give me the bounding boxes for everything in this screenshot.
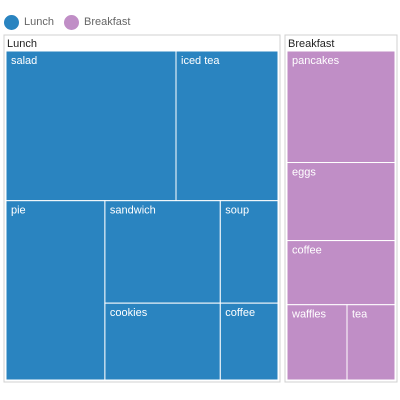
cell-rect — [219, 302, 279, 381]
cell-cookies[interactable]: cookies — [104, 302, 221, 381]
cell-salad[interactable]: salad — [5, 50, 177, 202]
cell-sandwich[interactable]: sandwich — [104, 200, 221, 304]
legend-item-lunch[interactable]: Lunch — [4, 14, 54, 30]
cell-rect — [346, 304, 396, 381]
cell-label: sandwich — [110, 205, 156, 217]
cell-rect — [219, 200, 279, 304]
legend-item-breakfast[interactable]: Breakfast — [63, 14, 131, 30]
cell-pancakes[interactable]: pancakes — [286, 50, 396, 164]
cell-rect — [104, 200, 221, 304]
cell-tea[interactable]: tea — [346, 304, 396, 381]
cell-label: soup — [225, 205, 249, 217]
cell-label: pancakes — [292, 55, 340, 67]
cell-iced-tea[interactable]: iced tea — [175, 50, 279, 202]
legend: Lunch Breakfast — [4, 12, 130, 32]
group-title: Breakfast — [288, 38, 334, 50]
cell-coffee[interactable]: coffee — [219, 302, 279, 381]
cell-rect — [175, 50, 279, 202]
cell-soup[interactable]: soup — [219, 200, 279, 304]
cell-rect — [5, 200, 106, 381]
cell-label: waffles — [291, 309, 327, 321]
cell-label: iced tea — [181, 55, 220, 67]
cell-label: pie — [11, 205, 26, 217]
cell-rect — [286, 50, 396, 164]
cell-label: cookies — [110, 307, 148, 319]
group-title: Lunch — [7, 38, 37, 50]
legend-label-lunch: Lunch — [24, 16, 54, 28]
cell-label: eggs — [292, 167, 316, 179]
cell-waffles[interactable]: waffles — [286, 304, 348, 381]
legend-dot-breakfast — [63, 14, 79, 30]
cell-rect — [104, 302, 221, 381]
legend-label-breakfast: Breakfast — [83, 16, 131, 28]
group-lunch: Lunch salad iced tea pie sandwich cookies soup… — [3, 34, 281, 383]
cell-label: tea — [352, 309, 368, 321]
cell-eggs[interactable]: eggs — [286, 162, 396, 242]
cell-rect — [286, 240, 396, 306]
cell-label: salad — [11, 55, 37, 67]
group-breakfast: Breakfast pancakes eggs coffee waffles tea — [284, 34, 398, 383]
cell-rect — [5, 50, 177, 202]
cell-rect — [286, 162, 396, 242]
cell-label: coffee — [225, 307, 255, 319]
cell-coffee[interactable]: coffee — [286, 240, 396, 306]
cell-pie[interactable]: pie — [5, 200, 106, 381]
legend-dot-lunch — [4, 14, 19, 30]
cell-label: coffee — [292, 245, 322, 257]
